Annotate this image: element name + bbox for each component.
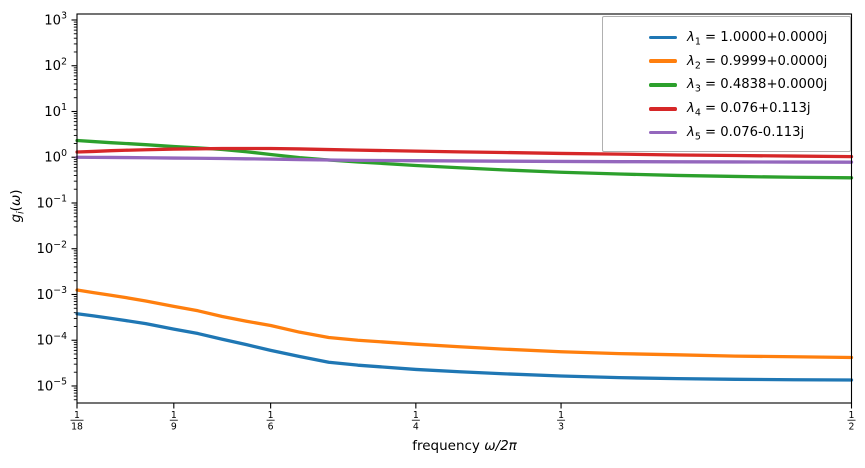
y-tick-label: 10−2 bbox=[37, 239, 68, 257]
x-tick-denominator: 3 bbox=[558, 422, 564, 433]
x-tick-denominator: 6 bbox=[268, 422, 274, 433]
legend-entry-lambda-2: λ2 = 0.9999+0.0000j bbox=[649, 53, 850, 72]
legend-line-sample bbox=[649, 130, 677, 135]
y-tick-label: 102 bbox=[44, 56, 67, 74]
legend-entry-label: λ2 = 0.9999+0.0000j bbox=[687, 53, 828, 72]
legend-entry-lambda-1: λ1 = 1.0000+0.0000j bbox=[649, 29, 850, 48]
legend-entry-lambda-3: λ3 = 0.4838+0.0000j bbox=[649, 77, 850, 96]
y-axis-ticks: 103 102 101 100 10−1 10−2 10−3 10−4 10−5 bbox=[37, 11, 77, 395]
legend-entry-label: λ4 = 0.076+0.113j bbox=[687, 101, 811, 119]
xlabel-text: frequency bbox=[412, 438, 485, 454]
curve-lambda-5 bbox=[75, 155, 854, 164]
ylabel-omega: ω bbox=[8, 194, 24, 207]
legend-entry-label: λ5 = 0.076-0.113j bbox=[687, 125, 805, 143]
y-tick-label: 10−3 bbox=[37, 285, 68, 303]
curves bbox=[75, 138, 854, 382]
y-tick-label: 100 bbox=[44, 148, 67, 166]
x-tick-denominator: 4 bbox=[413, 422, 419, 433]
legend-entry-label: λ3 = 0.4838+0.0000j bbox=[687, 77, 828, 96]
legend-line-sample bbox=[649, 59, 677, 63]
x-tick-numerator: 1 bbox=[268, 410, 274, 421]
xlabel-math: ω/2π bbox=[484, 438, 517, 454]
curve-lambda-4 bbox=[75, 146, 854, 159]
y-tick-label: 10−4 bbox=[37, 331, 68, 349]
legend-entry-lambda-5: λ5 = 0.076-0.113j bbox=[649, 125, 850, 143]
ylabel-paren-close: ) bbox=[8, 189, 24, 195]
legend-entry-label: λ1 = 1.0000+0.0000j bbox=[687, 29, 828, 48]
x-tick-numerator: 1 bbox=[171, 410, 177, 421]
curve-lambda-1 bbox=[75, 312, 854, 382]
plot-frame bbox=[76, 13, 853, 404]
ylabel-var: g bbox=[8, 213, 24, 223]
legend: λ1 = 1.0000+0.0000j λ2 = 0.9999+0.0000j λ3… bbox=[602, 16, 851, 152]
x-tick-numerator: 1 bbox=[849, 410, 855, 421]
ylabel-paren-open: ( bbox=[8, 206, 24, 212]
y-tick-label: 103 bbox=[44, 11, 67, 29]
curve-lambda-2 bbox=[75, 288, 854, 360]
x-tick-numerator: 1 bbox=[74, 410, 80, 421]
x-tick-denominator: 2 bbox=[849, 422, 855, 433]
legend-line-sample bbox=[649, 107, 677, 111]
x-tick-numerator: 1 bbox=[558, 410, 564, 421]
y-tick-label: 101 bbox=[44, 102, 67, 120]
y-tick-label: 10−5 bbox=[37, 377, 68, 395]
legend-line-sample bbox=[649, 83, 677, 87]
legend-entry-lambda-4: λ4 = 0.076+0.113j bbox=[649, 101, 850, 119]
x-axis-label: frequency ω/2π bbox=[77, 438, 852, 454]
legend-line-sample bbox=[649, 35, 677, 40]
ylabel-subscript: i bbox=[15, 211, 27, 214]
x-tick-denominator: 18 bbox=[71, 422, 83, 433]
x-tick-denominator: 9 bbox=[171, 422, 177, 433]
x-tick-numerator: 1 bbox=[413, 410, 419, 421]
y-tick-label: 10−1 bbox=[37, 194, 68, 212]
y-axis-label: gi(ω) bbox=[8, 161, 27, 251]
